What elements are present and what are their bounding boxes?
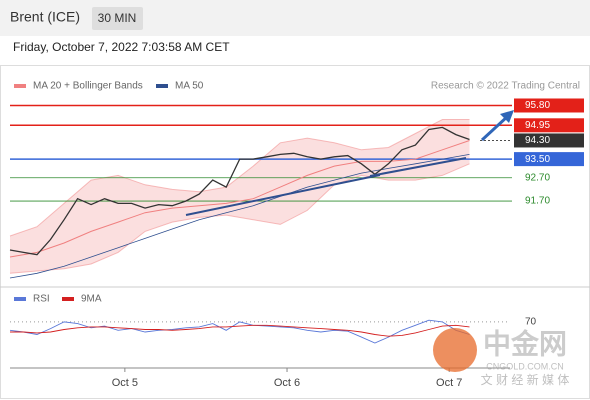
rsi-line: [9, 319, 470, 344]
legend-swatch: [14, 84, 26, 88]
level-box: [514, 118, 584, 133]
trend-line: [185, 174, 381, 216]
level-label: 93.50: [525, 154, 550, 165]
instrument-title: Brent (ICE): [10, 9, 80, 25]
interval-badge[interactable]: [92, 7, 143, 30]
credit: Research © 2022 Trading Central: [431, 81, 580, 92]
level-label: 91.70: [525, 196, 550, 207]
bollinger-fill: [10, 119, 470, 274]
x-tick-label: Oct 7: [436, 377, 462, 389]
price-line: [9, 126, 470, 256]
watermark-brand: 中金网: [483, 327, 567, 359]
x-tick-label: Oct 6: [274, 377, 300, 389]
trend-line: [369, 157, 467, 177]
level-label: 94.95: [525, 120, 550, 131]
forecast-arrowhead: [500, 110, 514, 123]
x-tick-label: Oct 5: [112, 377, 138, 389]
watermark-site: CNGOLD.COM.CN: [486, 361, 564, 371]
watermark-logo: [433, 328, 477, 372]
watermark: 中金网 CNGOLD.COM.CN 文 财 经 新 媒 体: [433, 327, 569, 387]
moving-average: [9, 140, 470, 258]
legend-label: MA 50: [175, 81, 204, 92]
level-box: [514, 133, 584, 148]
level-label: 94.30: [525, 135, 550, 146]
rsi-line: [10, 324, 470, 337]
forecast-arrow: [480, 114, 510, 142]
legend-swatch: [14, 297, 26, 301]
level-label: 92.70: [525, 172, 550, 183]
legend-swatch: [156, 84, 168, 88]
y-tick-label: 70: [525, 317, 537, 328]
legend-label: RSI: [33, 294, 50, 305]
moving-average: [9, 154, 470, 279]
header-bar: [0, 0, 590, 36]
legend-swatch: [62, 297, 74, 301]
interval-label[interactable]: 30 MIN: [98, 11, 137, 25]
bollinger-lower: [9, 163, 470, 274]
level-box: [514, 98, 584, 113]
timestamp: Friday, October 7, 2022 7:03:58 AM CET: [13, 40, 230, 54]
legend-label: 9MA: [81, 294, 102, 305]
legend-label: MA 20 + Bollinger Bands: [33, 81, 143, 92]
bollinger-upper: [9, 119, 470, 237]
level-label: 95.80: [525, 100, 550, 111]
watermark-tagline: 文 财 经 新 媒 体: [481, 372, 570, 387]
level-box: [514, 152, 584, 167]
